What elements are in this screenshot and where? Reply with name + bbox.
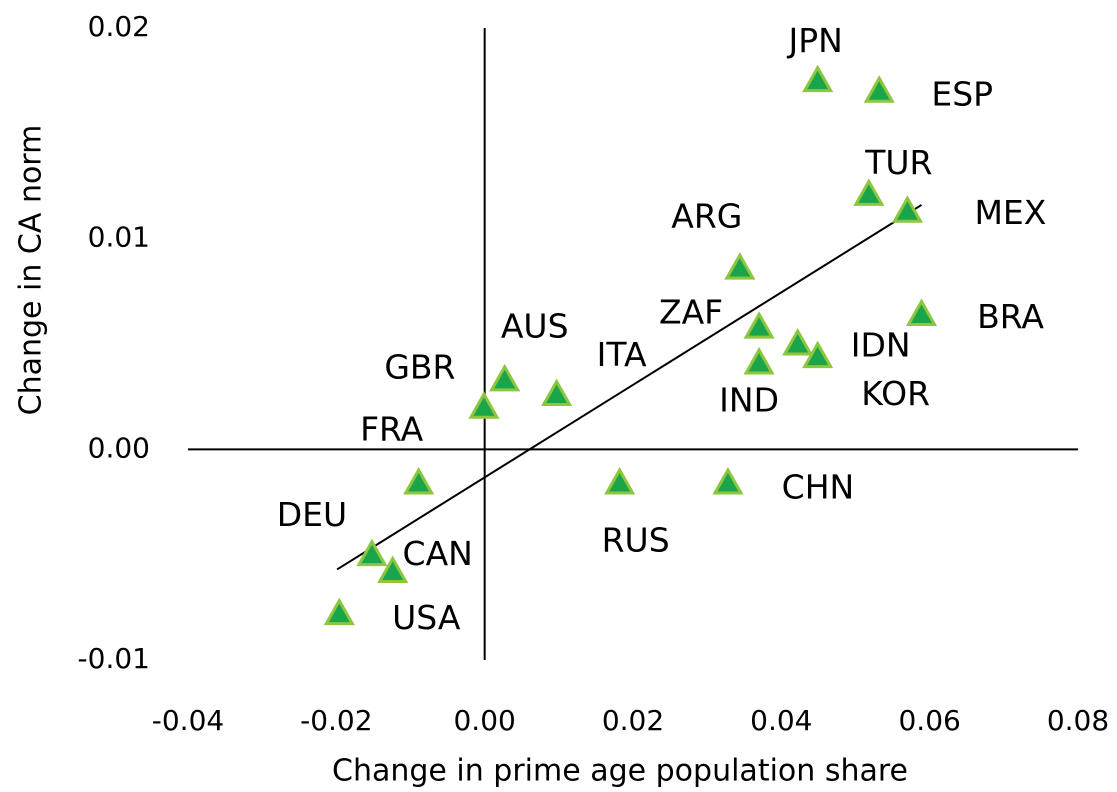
point — [802, 340, 834, 369]
point-label: IND — [719, 380, 779, 419]
point-label: CHN — [782, 468, 855, 507]
point — [489, 363, 521, 392]
point — [541, 378, 573, 407]
point — [468, 391, 500, 419]
point — [863, 75, 895, 103]
point — [724, 252, 756, 280]
point-label: DEU — [277, 495, 347, 534]
x-tick-label: 0.06 — [898, 704, 960, 737]
point-label: MEX — [974, 193, 1046, 232]
point-label: RUS — [602, 521, 670, 560]
point-label: IDN — [851, 326, 911, 365]
point — [356, 538, 388, 567]
point-label: ZAF — [659, 293, 723, 332]
point-label: USA — [392, 598, 461, 637]
x-axis-title: Change in prime age population share — [332, 754, 908, 789]
point — [802, 64, 834, 93]
point — [853, 178, 885, 206]
y-tick-label: 0.01 — [88, 221, 150, 254]
point-label: ARG — [671, 197, 742, 236]
x-tick-label: -0.02 — [300, 704, 372, 737]
point-label: CAN — [403, 534, 473, 573]
point-label: GBR — [384, 348, 455, 387]
point-label: BRA — [977, 297, 1044, 336]
point-label: TUR — [864, 143, 932, 182]
point-label: ESP — [931, 75, 993, 114]
x-tick-label: -0.04 — [152, 704, 224, 737]
x-tick-label: 0.04 — [750, 704, 812, 737]
point-label: ITA — [597, 335, 647, 374]
point — [323, 597, 355, 626]
point — [377, 555, 409, 584]
point-label: AUS — [501, 306, 569, 345]
y-tick-label: -0.01 — [78, 642, 150, 675]
x-tick-label: 0.00 — [453, 704, 515, 737]
trendline — [336, 204, 923, 571]
y-tick-label: 0.02 — [88, 10, 150, 43]
y-axis-title: Change in CA norm — [14, 125, 49, 416]
point — [782, 327, 814, 356]
point-label: FRA — [360, 410, 424, 449]
y-tick-label: 0.00 — [88, 431, 150, 464]
point-label: JPN — [787, 21, 843, 60]
point — [743, 311, 775, 339]
point — [891, 195, 923, 223]
point — [604, 466, 636, 495]
point-label: KOR — [861, 374, 930, 413]
point — [712, 466, 744, 495]
point — [403, 466, 435, 495]
x-tick-label: 0.02 — [602, 704, 664, 737]
point — [905, 298, 938, 327]
x-tick-label: 0.08 — [1047, 704, 1109, 737]
point — [743, 346, 775, 375]
